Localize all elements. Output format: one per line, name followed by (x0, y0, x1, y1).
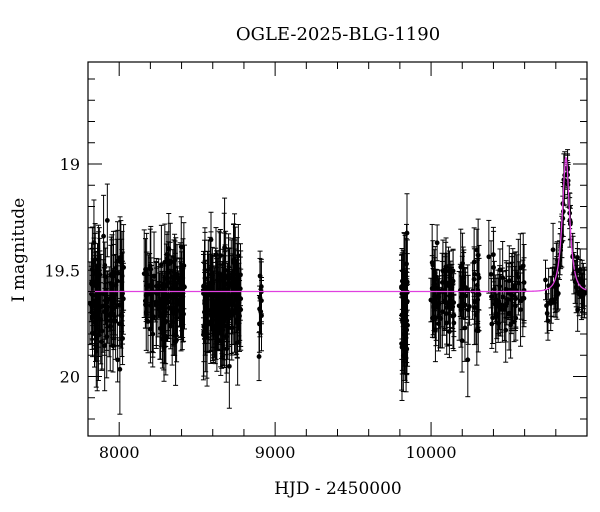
data-point (205, 277, 211, 344)
data-point (96, 231, 102, 288)
data-point (220, 254, 226, 307)
y-tick-label: 19.5 (44, 261, 80, 280)
data-point (514, 254, 520, 294)
data-point (230, 253, 236, 305)
data-point (579, 259, 585, 305)
chart-title: OGLE-2025-BLG-1190 (236, 24, 440, 45)
data-point (153, 257, 159, 347)
y-tick-label: 19 (60, 155, 80, 174)
data-point (399, 248, 405, 340)
data-point (210, 295, 216, 362)
y-tick-label: 20 (60, 368, 80, 387)
data-point (203, 280, 209, 336)
data-point (207, 291, 213, 353)
x-tick-label: 8000 (99, 443, 140, 462)
data-point (172, 257, 178, 311)
data-point (234, 264, 240, 334)
data-point (142, 273, 148, 329)
data-point (99, 292, 105, 370)
data-point (91, 237, 97, 287)
data-point (496, 274, 502, 331)
data-point (175, 270, 181, 320)
data-point (462, 267, 468, 343)
data-point (102, 283, 108, 340)
data-point (89, 242, 95, 322)
data-point (465, 322, 471, 398)
x-axis-label: HJD - 2450000 (274, 479, 402, 499)
y-axis-label: I magnitude (9, 198, 29, 302)
data-point (208, 264, 214, 364)
data-point (165, 268, 171, 322)
data-point (110, 230, 116, 314)
data-point (114, 265, 120, 346)
data-point (181, 244, 187, 330)
data-point (491, 260, 497, 318)
data-point (237, 280, 243, 352)
data-point (179, 264, 185, 324)
data-point (258, 276, 264, 325)
axis-ticks (87, 62, 588, 436)
data-point (512, 280, 518, 332)
data-point (449, 263, 455, 311)
data-point (489, 277, 495, 316)
data-point (496, 277, 502, 336)
data-point (545, 301, 551, 341)
data-point (446, 304, 452, 359)
data-point (486, 219, 492, 294)
data-point (504, 280, 510, 319)
x-tick-label: 10000 (406, 443, 457, 462)
data-point (510, 248, 516, 323)
data-point (451, 293, 457, 338)
model-curve (88, 157, 588, 293)
data-point (109, 282, 115, 348)
plot-area (87, 149, 588, 415)
data-point (521, 269, 527, 328)
data-point (436, 295, 442, 352)
data-point (213, 252, 219, 349)
data-point (157, 272, 163, 360)
data-point (402, 317, 408, 375)
data-point (229, 277, 235, 346)
data-point (202, 227, 208, 313)
data-point (441, 267, 447, 336)
data-point (226, 323, 232, 409)
axis-tick-labels: 8000 9000 10000 19 19.5 20 (44, 155, 456, 462)
data-point (490, 226, 496, 283)
data-point (217, 228, 223, 283)
data-point (104, 183, 110, 258)
data-point (554, 256, 560, 313)
data-point (458, 271, 464, 348)
data-point (163, 303, 169, 376)
data-point (429, 255, 435, 322)
data-point (460, 232, 466, 295)
data-point (577, 258, 583, 299)
data-point (500, 240, 506, 315)
data-point (434, 224, 440, 262)
data-point (150, 279, 156, 354)
x-tick-label: 9000 (255, 443, 296, 462)
data-point (432, 297, 438, 363)
data-point (118, 220, 124, 305)
